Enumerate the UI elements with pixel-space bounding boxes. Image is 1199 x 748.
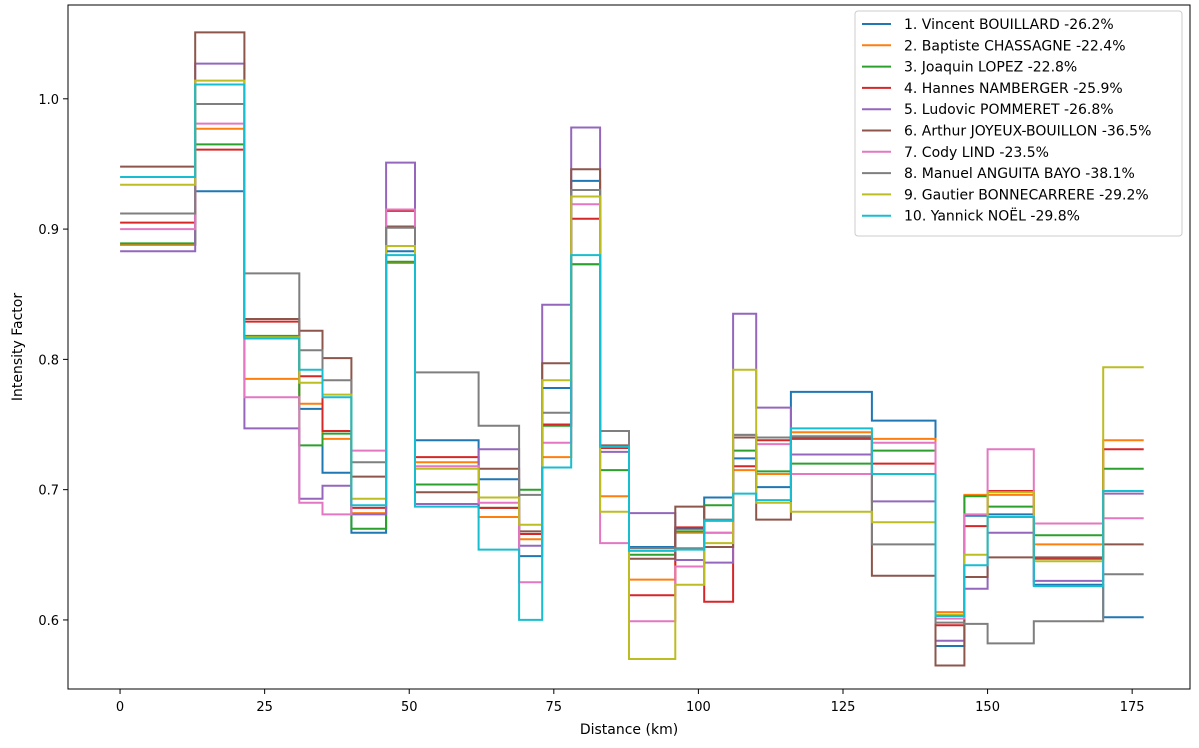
legend-box bbox=[854, 10, 1183, 237]
x-tick-label: 0 bbox=[116, 700, 124, 715]
x-tick-label: 125 bbox=[831, 700, 856, 715]
x-tick-label: 150 bbox=[975, 700, 1000, 715]
x-tick-label: 75 bbox=[546, 700, 563, 715]
x-tick-label: 100 bbox=[686, 700, 711, 715]
legend-label: 7. Cody LIND -23.5% bbox=[904, 145, 1049, 161]
axes-frame bbox=[67, 4, 1191, 690]
y-tick-label: 0.7 bbox=[38, 484, 59, 499]
legend-label: 5. Ludovic POMMERET -26.8% bbox=[904, 102, 1114, 118]
y-tick-label: 0.9 bbox=[38, 223, 59, 238]
legend-label: 1. Vincent BOUILLARD -26.2% bbox=[904, 17, 1114, 33]
y-tick-label: 0.6 bbox=[38, 614, 59, 629]
series-line-4 bbox=[120, 148, 1144, 627]
x-tick-label: 175 bbox=[1120, 700, 1145, 715]
series-line-5 bbox=[120, 62, 1144, 642]
legend-label: 4. Hannes NAMBERGER -25.9% bbox=[904, 81, 1123, 97]
series-line-10 bbox=[120, 83, 1144, 621]
legend-label: 8. Manuel ANGUITA BAYO -38.1% bbox=[904, 166, 1135, 182]
series-group bbox=[120, 31, 1144, 667]
x-tick-label: 25 bbox=[256, 700, 273, 715]
y-tick-label: 0.8 bbox=[38, 353, 59, 368]
legend-label: 2. Baptiste CHASSAGNE -22.4% bbox=[904, 38, 1126, 54]
y-axis-ticks: 0.6 0.7 0.8 0.9 1.0 bbox=[38, 93, 68, 629]
legend-label: 6. Arthur JOYEUX-BOUILLON -36.5% bbox=[904, 124, 1151, 140]
x-axis-ticks: 0 25 50 75 100 125 150 175 bbox=[116, 689, 1145, 715]
y-axis-title: Intensity Factor bbox=[10, 293, 26, 401]
x-tick-label: 50 bbox=[401, 700, 418, 715]
x-axis-title: Distance (km) bbox=[580, 722, 678, 738]
legend-label: 10. Yannick NOËL -29.8% bbox=[904, 207, 1080, 225]
series-line-9 bbox=[120, 79, 1144, 660]
plot-area bbox=[67, 4, 1191, 690]
y-tick-label: 1.0 bbox=[38, 93, 59, 108]
legend: 1. Vincent BOUILLARD -26.2% 2. Baptiste C… bbox=[854, 10, 1183, 237]
legend-label: 3. Joaquin LOPEZ -22.8% bbox=[904, 60, 1077, 76]
legend-label: 9. Gautier BONNECARRERE -29.2% bbox=[904, 187, 1149, 203]
series-line-7 bbox=[120, 122, 1144, 623]
series-line-1 bbox=[120, 179, 1144, 647]
